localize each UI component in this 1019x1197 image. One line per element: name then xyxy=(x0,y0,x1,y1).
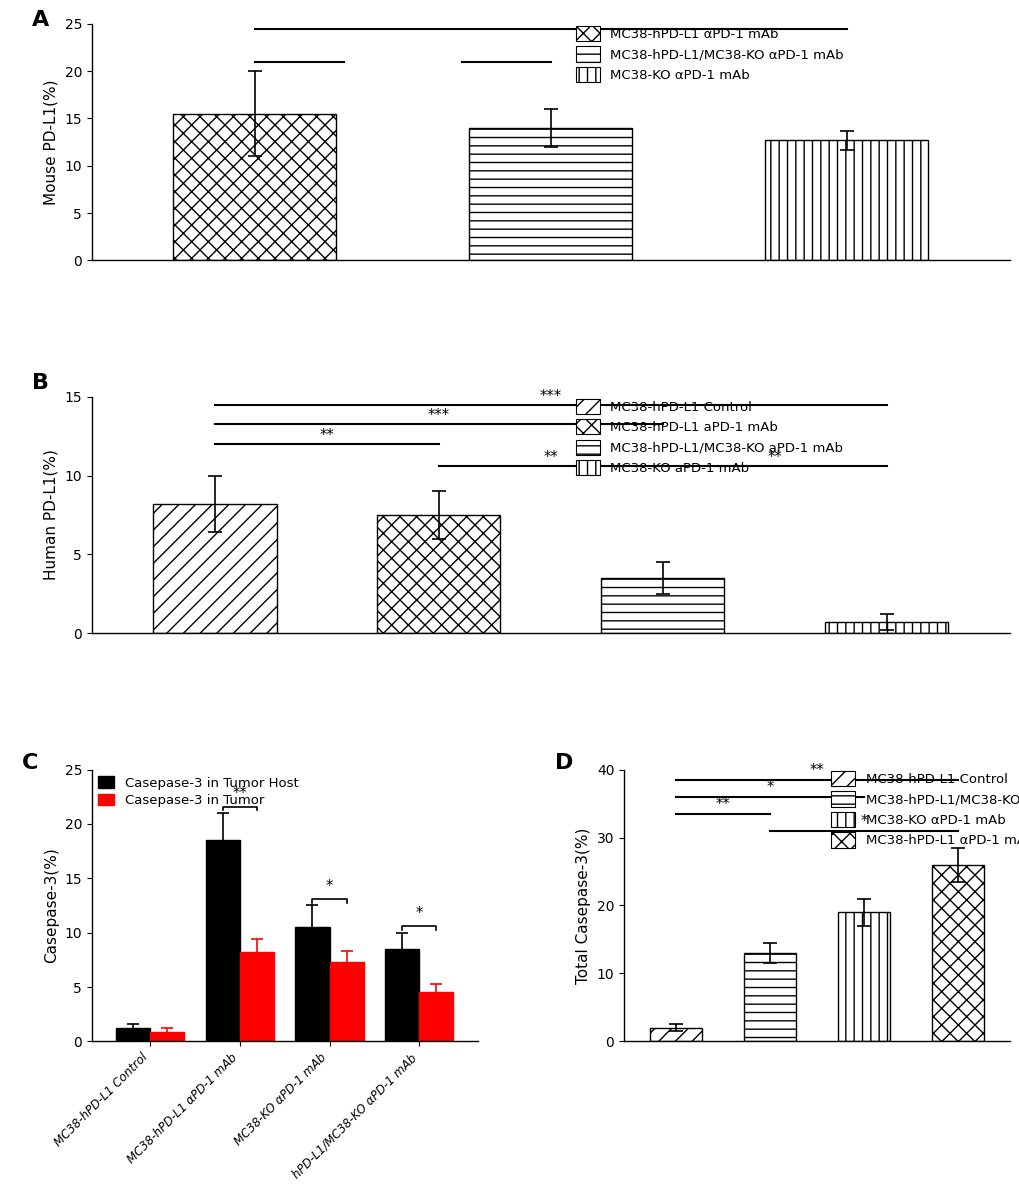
Text: D: D xyxy=(554,753,573,773)
Bar xyxy=(239,953,274,1041)
Legend: Casepase-3 in Tumor Host, Casepase-3 in Tumor: Casepase-3 in Tumor Host, Casepase-3 in … xyxy=(98,776,299,807)
Bar xyxy=(150,1032,184,1041)
Bar xyxy=(173,114,336,260)
Y-axis label: Human PD-L1(%): Human PD-L1(%) xyxy=(44,450,59,581)
Bar xyxy=(419,992,452,1041)
Y-axis label: Mouse PD-L1(%): Mouse PD-L1(%) xyxy=(44,79,59,205)
Bar xyxy=(931,864,983,1041)
Bar xyxy=(824,622,948,633)
Y-axis label: Total Casepase-3(%): Total Casepase-3(%) xyxy=(576,827,591,984)
Text: **: ** xyxy=(543,450,557,466)
Text: C: C xyxy=(22,753,39,773)
Text: *: * xyxy=(859,814,867,830)
Text: ***: *** xyxy=(539,389,561,403)
Bar xyxy=(469,128,632,260)
Legend: MC38-hPD-L1 Control, MC38-hPD-L1/MC38-KO αPD-1 mAb, MC38-KO αPD-1 mAb, MC38-hPD-: MC38-hPD-L1 Control, MC38-hPD-L1/MC38-KO… xyxy=(830,771,1019,847)
Text: **: ** xyxy=(714,797,730,813)
Text: **: ** xyxy=(809,764,823,778)
Text: *: * xyxy=(415,906,423,920)
Text: B: B xyxy=(32,373,49,393)
Bar xyxy=(743,953,795,1041)
Text: **: ** xyxy=(232,786,247,801)
Legend: MC38-hPD-L1 Control, MC38-hPD-L1 aPD-1 mAb, MC38-hPD-L1/MC38-KO aPD-1 mAb, MC38-: MC38-hPD-L1 Control, MC38-hPD-L1 aPD-1 m… xyxy=(575,399,843,475)
Y-axis label: Casepase-3(%): Casepase-3(%) xyxy=(44,847,59,964)
Bar xyxy=(649,1028,701,1041)
Text: *: * xyxy=(765,780,772,796)
Text: **: ** xyxy=(766,450,782,466)
Bar xyxy=(206,840,239,1041)
Bar xyxy=(329,962,363,1041)
Bar xyxy=(153,504,276,633)
Bar xyxy=(600,578,723,633)
Bar xyxy=(385,949,419,1041)
Bar xyxy=(296,928,329,1041)
Text: A: A xyxy=(32,10,49,30)
Text: **: ** xyxy=(319,429,334,443)
Bar xyxy=(116,1028,150,1041)
Bar xyxy=(764,140,927,260)
Bar xyxy=(838,912,889,1041)
Text: ***: *** xyxy=(427,408,449,423)
Legend: MC38-hPD-L1 αPD-1 mAb, MC38-hPD-L1/MC38-KO αPD-1 mAb, MC38-KO αPD-1 mAb: MC38-hPD-L1 αPD-1 mAb, MC38-hPD-L1/MC38-… xyxy=(575,26,843,83)
Text: *: * xyxy=(325,879,333,893)
Bar xyxy=(377,515,500,633)
